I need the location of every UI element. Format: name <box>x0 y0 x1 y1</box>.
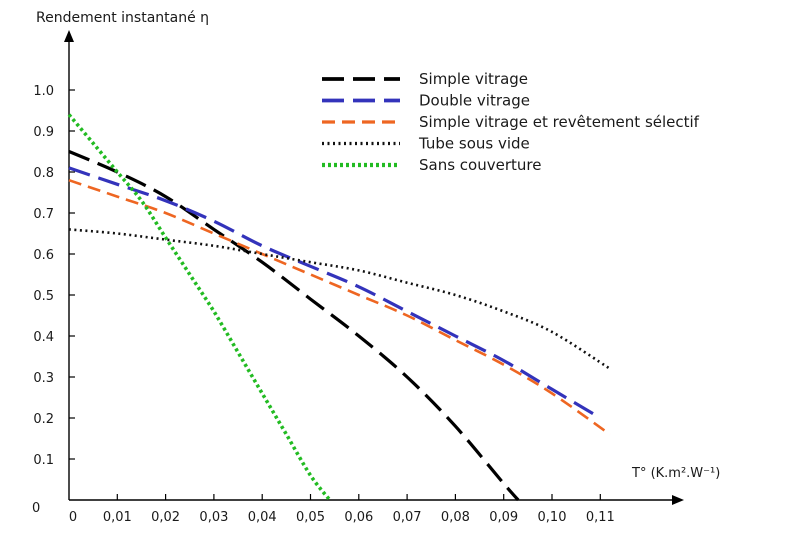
x-axis-label: T° (K.m².W⁻¹) <box>631 466 720 481</box>
y-tick-label: 0.1 <box>33 453 54 468</box>
x-tick-label: 0,06 <box>344 510 373 525</box>
y-tick-label: 0.2 <box>33 412 54 427</box>
y-axis-arrow <box>64 30 74 42</box>
x-tick-label: 0 <box>69 510 77 525</box>
y-tick-label: 0.8 <box>33 166 54 181</box>
x-tick-label: 0,04 <box>248 510 277 525</box>
y-tick-label: 0.6 <box>33 248 54 263</box>
x-tick-label: 0,02 <box>151 510 180 525</box>
series-layer <box>67 113 611 502</box>
y-tick-label: 0.5 <box>33 289 54 304</box>
y-tick-label: 0.4 <box>33 330 54 345</box>
legend-label-simple-vitrage-et-revetement-selectif: Simple vitrage et revêtement sélectif <box>419 113 700 131</box>
x-tick-label: 0,08 <box>441 510 470 525</box>
y-tick-label: 0 <box>32 501 40 516</box>
ticks: 0 0,01 0,02 0,03 0,04 0,05 0,06 0,07 0,08 0,09 0,1… <box>32 84 615 525</box>
x-tick-label: 0,03 <box>199 510 228 525</box>
series-line-tube-sous-vide <box>68 228 611 370</box>
legend-label-simple-vitrage: Simple vitrage <box>419 70 528 88</box>
x-tick-label: 0,09 <box>489 510 518 525</box>
series-line-simple-vitrage-et-revetement-selectif <box>68 178 611 436</box>
series-line-simple-vitrage <box>68 150 520 502</box>
series-line-double-vitrage <box>68 166 602 420</box>
legend: Simple vitrage Double vitrage Simple vitra… <box>322 70 700 174</box>
legend-label-double-vitrage: Double vitrage <box>419 92 530 110</box>
x-tick-label: 0,01 <box>103 510 132 525</box>
legend-label-sans-couverture: Sans couverture <box>419 156 541 174</box>
y-tick-label: 0.3 <box>33 371 54 386</box>
y-tick-label: 1.0 <box>33 84 54 99</box>
x-tick-label: 0,07 <box>393 510 422 525</box>
series-line-sans-couverture <box>67 113 332 502</box>
y-tick-label: 0.9 <box>33 125 54 140</box>
legend-label-tube-sous-vide: Tube sous vide <box>418 135 530 153</box>
y-axis-label: Rendement instantané η <box>36 10 209 26</box>
x-tick-label: 0,10 <box>538 510 567 525</box>
x-axis-arrow <box>672 495 684 505</box>
x-tick-label: 0,11 <box>586 510 615 525</box>
y-tick-label: 0.7 <box>33 207 54 222</box>
x-tick-label: 0,05 <box>296 510 325 525</box>
